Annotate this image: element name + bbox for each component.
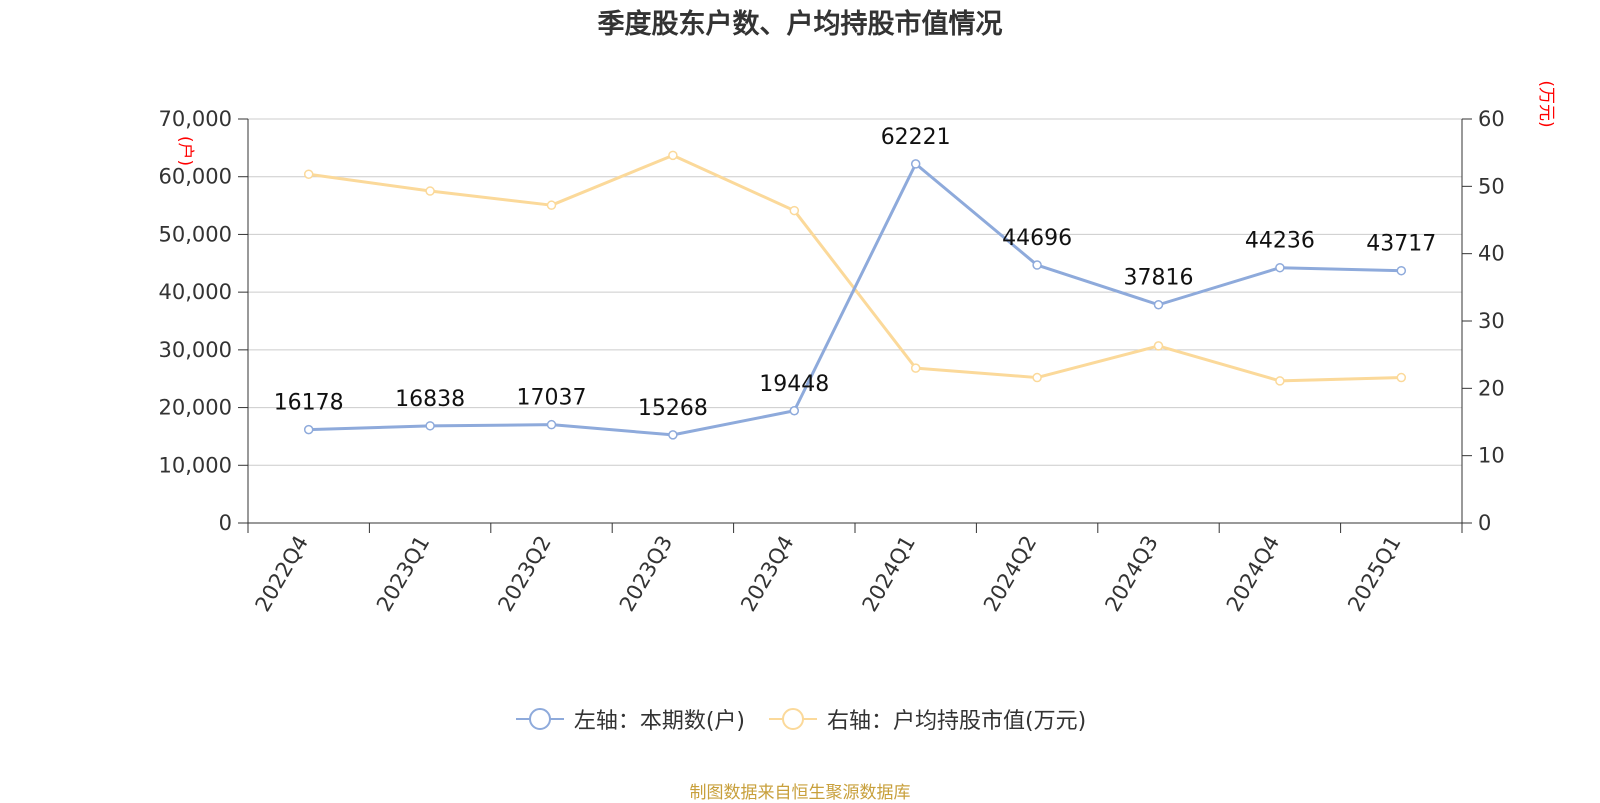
right-series-point [1396, 372, 1407, 383]
left-series-point [425, 421, 435, 431]
left-series-point [1032, 260, 1042, 270]
data-label: 62221 [881, 125, 951, 150]
legend-marker-yellow-circle-icon [769, 708, 817, 730]
axes: 0 10,000 20,000 30,000 40,000 50,000 60,000 70,… [159, 107, 1505, 616]
series-lines [308, 153, 1402, 437]
right-axis-tick-label: 50 [1478, 174, 1505, 198]
right-series-line [308, 153, 1402, 383]
right-series-point [910, 363, 921, 373]
data-label: 43717 [1366, 232, 1436, 257]
data-label: 16838 [395, 387, 465, 412]
left-series-line [308, 162, 1402, 437]
right-series-point [303, 169, 314, 179]
left-series-point [1153, 299, 1164, 310]
left-axis-tick-label: 20,000 [159, 396, 232, 420]
data-label: 44236 [1245, 229, 1315, 254]
right-axis-tick-label: 40 [1478, 242, 1505, 266]
left-series-point [303, 424, 314, 435]
legend-marker-blue-circle-icon [515, 708, 564, 730]
data-label: 19448 [759, 372, 829, 397]
right-axis-tick-label: 60 [1478, 107, 1505, 131]
right-series-point [789, 205, 800, 216]
legend-item-left-series[interactable]: 左轴：本期数(户) [514, 703, 745, 735]
legend-label-left-series: 左轴：本期数(户) [573, 709, 745, 734]
right-series-point [425, 186, 435, 196]
data-label: 44696 [1002, 226, 1072, 251]
chart-title: 季度股东户数、户均持股市值情况 [597, 9, 1003, 40]
data-label: 37816 [1124, 266, 1194, 291]
left-axis-tick-label: 40,000 [159, 280, 232, 304]
right-axis-tick-label: 30 [1478, 309, 1505, 333]
right-series-point [668, 150, 678, 161]
x-axis-tick-label: 2023Q3 [615, 532, 677, 616]
left-axis-tick-label: 60,000 [159, 165, 232, 189]
x-axis-tick-label: 2023Q1 [372, 532, 434, 616]
x-axis-tick-label: 2024Q3 [1100, 532, 1162, 616]
x-axis-tick-label: 2024Q4 [1222, 532, 1284, 616]
left-axis-unit: (户) [175, 136, 195, 166]
x-axis-tick-label: 2023Q2 [493, 532, 555, 616]
data-label: 15268 [638, 396, 708, 421]
left-series-point [668, 430, 678, 440]
left-series-point [789, 406, 800, 416]
x-axis-tick-label: 2024Q2 [979, 532, 1041, 616]
left-axis-tick-label: 50,000 [159, 222, 232, 246]
right-axis-tick-label: 0 [1478, 511, 1491, 535]
data-labels: 16178 16838 17037 15268 19448 62221 44696 37816… [274, 125, 1437, 421]
right-series-point [1153, 341, 1164, 351]
legend: 左轴：本期数(户) 右轴：户均持股市值(万元) [0, 703, 1600, 735]
chart-svg: 0 10,000 20,000 30,000 40,000 50,000 60,000 70,… [159, 80, 1556, 616]
right-axis-unit: (万元) [1536, 80, 1556, 127]
left-axis-tick-label: 70,000 [159, 107, 232, 131]
x-axis-tick-label: 2024Q1 [858, 532, 920, 616]
grid-lines [248, 118, 1462, 466]
series-points [303, 150, 1407, 440]
x-axis-tick-label: 2022Q4 [251, 532, 313, 616]
legend-item-right-series[interactable]: 右轴：户均持股市值(万元) [767, 703, 1086, 735]
left-series-point [546, 419, 557, 430]
data-label: 16178 [274, 391, 344, 416]
left-series-point [1396, 265, 1407, 276]
right-axis-tick-label: 20 [1478, 376, 1505, 400]
left-axis-tick-label: 30,000 [159, 338, 232, 362]
right-series-point [1032, 372, 1042, 383]
left-axis-tick-label: 10,000 [159, 453, 232, 477]
x-axis-tick-label: 2025Q1 [1343, 532, 1405, 616]
left-axis-tick-label: 0 [219, 511, 232, 535]
right-axis-tick-label: 10 [1478, 444, 1505, 468]
source-note: 制图数据来自恒生聚源数据库 [689, 783, 911, 803]
legend-label-right-series: 右轴：户均持股市值(万元) [827, 709, 1087, 734]
data-label: 17037 [517, 386, 587, 411]
x-axis-tick-label: 2023Q4 [736, 532, 798, 616]
left-series-point [1275, 262, 1285, 273]
right-series-point [546, 200, 557, 210]
left-series-point [910, 159, 921, 169]
right-series-point [1275, 376, 1285, 386]
